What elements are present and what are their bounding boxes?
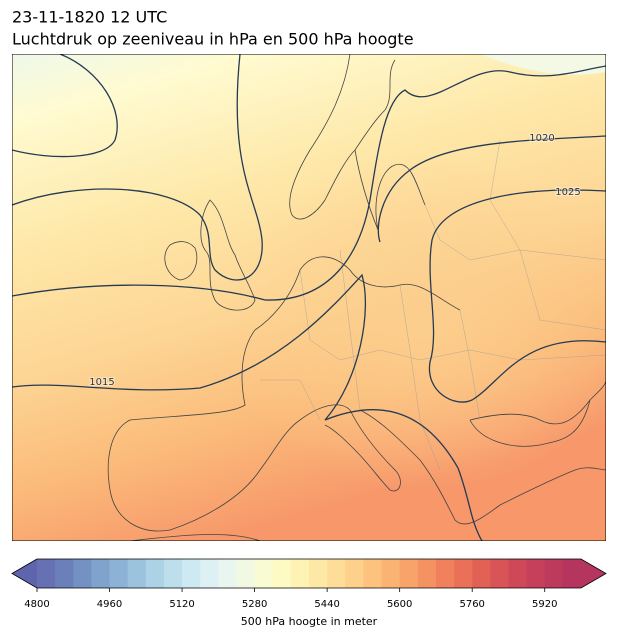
border [459,309,481,421]
coast-ireland [164,241,198,281]
colorbar-bin [254,559,274,588]
colorbar-bin [145,559,165,588]
colorbar-bin [37,559,56,588]
colorbar-tick-label: 5600 [387,599,412,610]
border [399,284,441,471]
colorbar-bin [472,559,491,588]
colorbar-bin [399,559,419,588]
colorbar-bin [309,559,328,588]
colorbar-tick-label: 5760 [459,599,484,610]
isobar-label: 1025 [555,187,580,198]
height-band [480,54,606,75]
colorbar-bin [73,559,92,588]
colorbar-bin [218,559,237,588]
colorbar-outline [11,558,607,589]
border [424,204,606,261]
isobar-labels: 1015 1020 1025 [88,132,581,389]
isobar [12,65,606,301]
colorbar-bin [435,559,455,588]
colorbar-bin [417,559,437,588]
colorbar-bin [200,559,219,588]
isobar [12,54,118,158]
colorbar-bin [236,559,255,588]
colorbar-label: 500 hPa hoogte in meter [241,615,378,628]
coast-britain [200,199,256,311]
colorbar-bin [526,559,546,588]
height-ridge [12,54,606,541]
colorbar-bin [544,559,564,588]
isobar-label: 1015 [89,377,114,388]
border [299,269,606,361]
borders [260,139,606,471]
colorbar-tick-label: 4960 [97,599,122,610]
colorbar-bin [327,559,346,588]
colorbar-tick-label: 5920 [532,599,557,610]
colorbar-bin [345,559,364,588]
colorbar-tick-label: 4800 [24,599,49,610]
border [489,139,606,331]
colorbar-bin [182,559,201,588]
border [260,379,321,421]
colorbar-bin [454,559,473,588]
isobars [12,54,606,541]
colorbar-bin [363,559,382,588]
colorbar-tick-label: 5440 [314,599,339,610]
colorbar-bin [381,559,401,588]
isobar [12,54,263,281]
isobar [12,273,483,541]
colorbar: 4800 4960 5120 5280 5440 5600 5760 5920 500 hPa … [11,558,607,628]
colorbar-bin [562,559,582,588]
subtitle: Luchtdruk op zeeniveau in hPa en 500 hPa… [12,30,414,49]
coast-black-sea-south [469,399,591,447]
coast-scandinavia [289,54,396,220]
coast-black-sea [469,379,606,425]
colorbar-bin [91,559,110,588]
coast-iberia [107,329,301,532]
colorbar-bin [163,559,183,588]
isobar-label: 1020 [529,133,554,144]
coast-italy [299,404,401,492]
border [339,249,361,411]
colorbar-over [581,559,606,588]
colorbar-bin [127,559,147,588]
colorbar-bin [290,559,310,588]
colorbar-under [12,559,37,588]
coast-sweden [354,149,426,231]
isobar [428,189,606,403]
colorbar-bin [490,559,509,588]
isobar [377,135,606,243]
colorbar-bin [55,559,74,588]
coast-north-sea [254,256,461,331]
map: 1015 1020 1025 [12,54,606,541]
colorbar-tick-label: 5120 [169,599,194,610]
coastlines [107,54,606,541]
colorbar-bin [272,559,292,588]
colorbar-bin [109,559,129,588]
title: 23-11-1820 12 UTC [12,8,167,27]
colorbar-tick-label: 5280 [242,599,267,610]
coast-africa [129,534,261,541]
colorbar-bin [508,559,527,588]
